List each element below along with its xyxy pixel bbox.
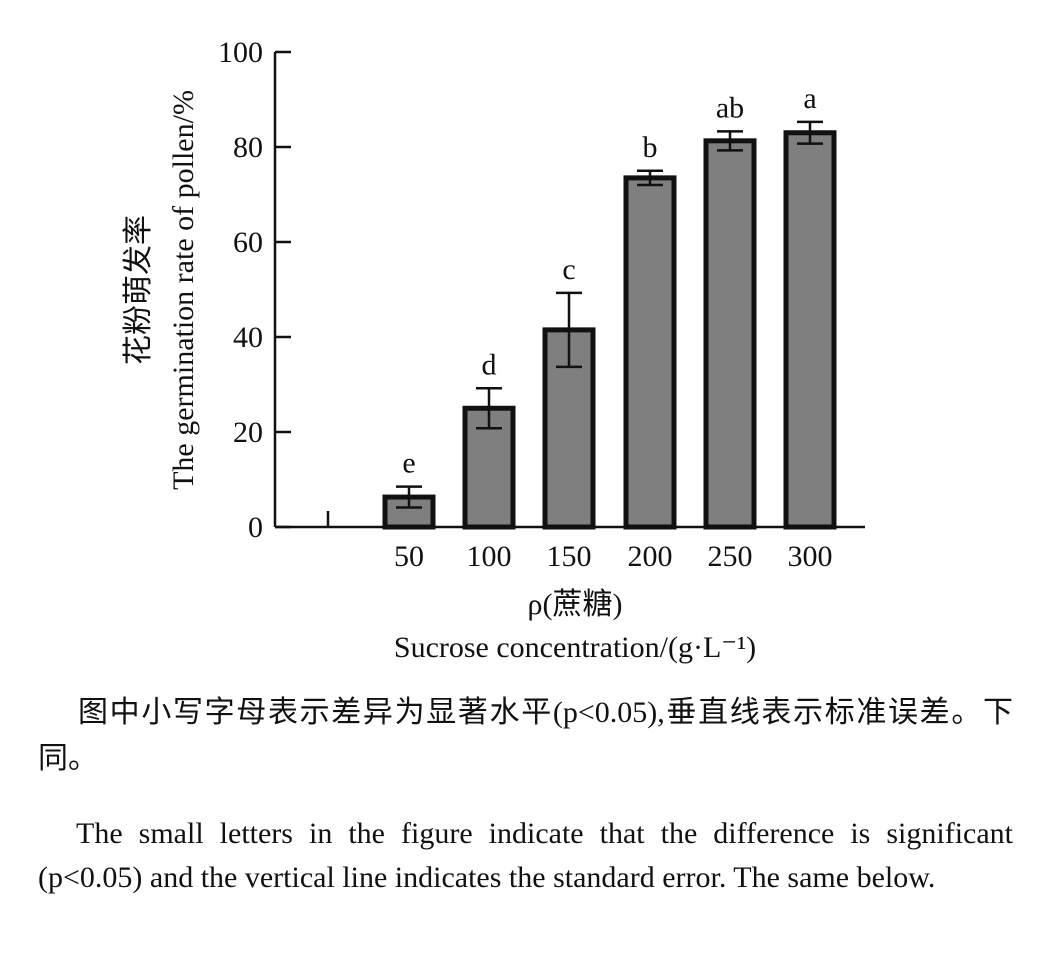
- significance-letter: d: [482, 348, 497, 381]
- y-tick-label: 40: [233, 321, 263, 354]
- x-tick-label: 100: [467, 540, 512, 573]
- x-axis-label-en: Sucrose concentration/(g·L⁻¹): [394, 631, 756, 664]
- bar: [703, 138, 757, 530]
- bar: [623, 175, 677, 530]
- significance-letter: ab: [716, 91, 744, 124]
- y-tick-label: 80: [233, 131, 263, 164]
- x-axis-label-zh: ρ(蔗糖): [528, 588, 623, 621]
- x-tick-label: 300: [788, 540, 833, 573]
- significance-letter: b: [643, 131, 658, 164]
- y-tick-label: 100: [218, 36, 263, 69]
- y-tick-label: 0: [248, 511, 263, 544]
- y-tick-label: 20: [233, 416, 263, 449]
- significance-letter: a: [803, 82, 816, 115]
- chart-axes: 0 20 40 60 80 100 50 100 150 200 250 300: [218, 36, 865, 573]
- significance-letter: c: [562, 253, 575, 286]
- bar: [783, 130, 837, 530]
- x-tick-label: 50: [394, 540, 424, 573]
- x-tick-label: 150: [547, 540, 592, 573]
- x-tick-label: 250: [708, 540, 753, 573]
- y-axis-label-zh: 花粉萌发率: [122, 215, 155, 365]
- bar-chart: 0 20 40 60 80 100 50 100 150 200 250 300 e d c b ab a 花粉…: [122, 36, 865, 664]
- x-tick-label: 200: [628, 540, 673, 573]
- figure-caption-zh: 图中小写字母表示差异为显著水平(p<0.05),垂直线表示标准误差。下同。: [38, 696, 1013, 775]
- chart-bars: e d c b ab a: [382, 82, 837, 530]
- y-tick-label: 60: [233, 226, 263, 259]
- significance-letter: e: [402, 447, 415, 480]
- y-axis-label-en: The germination rate of pollen/%: [167, 90, 200, 490]
- figure-caption-en: The small letters in the figure indicate…: [38, 817, 1013, 894]
